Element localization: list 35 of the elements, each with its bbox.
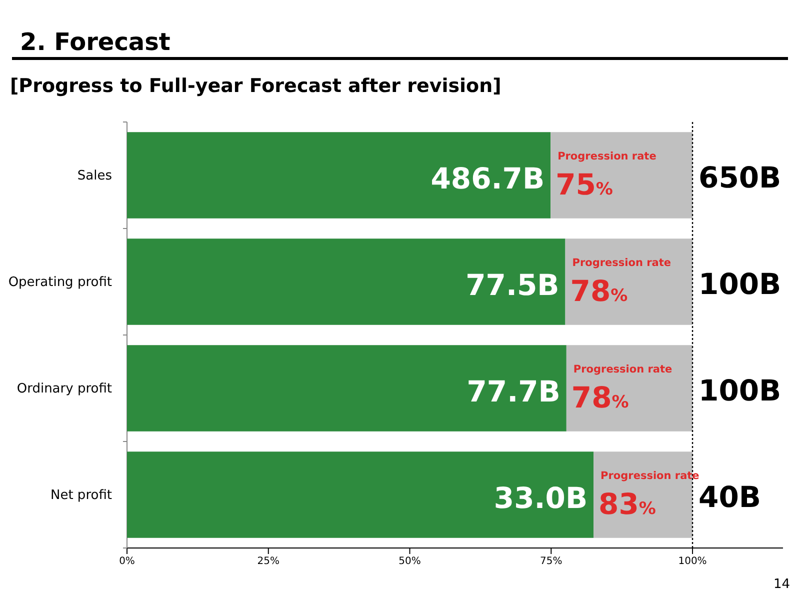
bar — [127, 238, 566, 325]
chart-subtitle: [Progress to Full-year Forecast after revision] — [10, 75, 502, 97]
bar — [127, 345, 566, 432]
annotation: 77.7B — [466, 374, 560, 408]
x-tick-label: 50% — [398, 556, 421, 568]
text: 14 — [773, 577, 790, 592]
bar — [127, 132, 551, 218]
bar — [566, 345, 693, 432]
bar — [550, 132, 693, 218]
annotation: Progression rate — [600, 470, 700, 482]
y-tick-label: Sales — [77, 168, 112, 184]
annotation: 83% — [598, 486, 656, 521]
annotation: Progression rate — [558, 150, 656, 162]
annotation: 100B — [698, 266, 782, 301]
annotation: 78% — [571, 380, 629, 414]
annotation: 100B — [698, 373, 782, 408]
x-tick-label: 75% — [540, 556, 562, 568]
x-tick-label: 25% — [257, 556, 280, 568]
bar — [127, 452, 594, 538]
annotation: Progression rate — [572, 256, 672, 269]
annotation: 78% — [570, 274, 628, 308]
y-tick-label: Operating profit — [8, 274, 112, 290]
x-tick-label: 100% — [678, 556, 707, 568]
annotation: 75% — [556, 167, 613, 202]
annotation: 40B — [698, 480, 761, 514]
annotation: Progression rate — [573, 363, 672, 376]
annotation: 486.7B — [430, 161, 545, 196]
x-tick-label: 0% — [119, 556, 135, 568]
annotation: 33.0B — [494, 480, 588, 515]
y-tick-label: Net profit — [50, 488, 112, 503]
y-tick-label: Ordinary profit — [16, 381, 112, 396]
annotation: 650B — [698, 160, 782, 194]
bar — [565, 238, 693, 325]
chart-title: 2. Forecast — [20, 28, 170, 56]
annotation: 77.5B — [466, 268, 560, 302]
